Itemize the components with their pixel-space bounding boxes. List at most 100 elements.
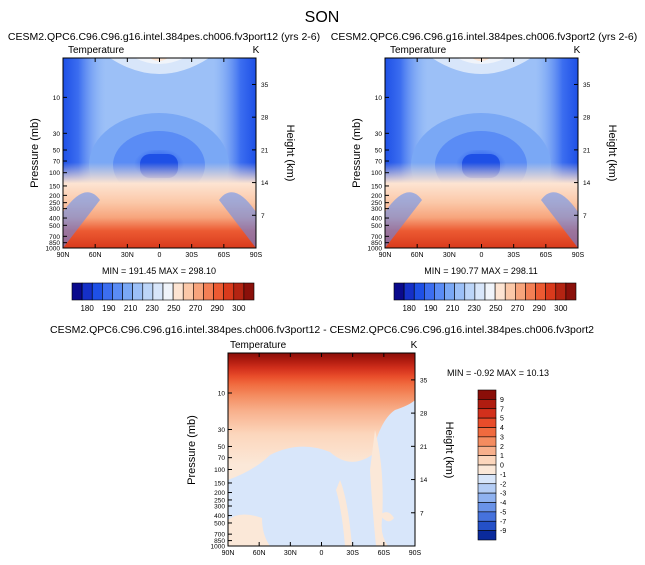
- colorbar-label: 180: [80, 304, 94, 313]
- colorbar-box: [504, 282, 516, 301]
- plot-title: CESM2.QPC6.C96.C96.g16.intel.384pes.ch00…: [331, 31, 637, 43]
- colorbar-label: 1: [500, 453, 504, 460]
- p-tick-label: 1000: [368, 246, 383, 253]
- colorbar-box: [477, 417, 497, 428]
- colorbar-label: 250: [489, 304, 503, 313]
- p-tick-label: 400: [214, 513, 225, 520]
- p-tick-label: 50: [375, 148, 383, 155]
- colorbar-label: -7: [500, 519, 506, 526]
- colorbar-label: 5: [500, 416, 504, 423]
- p-tick-label: 250: [371, 200, 382, 207]
- colorbar-label: 9: [500, 397, 504, 404]
- colorbar-box: [477, 436, 497, 447]
- colorbar-label: 300: [232, 304, 246, 313]
- colorbar-box: [555, 282, 567, 301]
- colorbar-label: 210: [446, 304, 460, 313]
- min-max-label: MIN = -0.92 MAX = 10.13: [447, 368, 549, 378]
- colorbar-label: 3: [500, 434, 504, 441]
- p-tick-label: 200: [49, 193, 60, 200]
- height-tick-label: 21: [583, 147, 591, 154]
- p-tick-label: 150: [371, 183, 382, 190]
- x-tick-label: 90S: [572, 252, 585, 259]
- colorbar-box: [545, 282, 557, 301]
- colorbar-box: [477, 492, 497, 503]
- colorbar-label: -1: [500, 472, 506, 479]
- x-tick-label: 30S: [185, 252, 198, 259]
- p-tick-label: 10: [218, 391, 226, 398]
- axis-ticks: 90N 60N 30N 0 30S 60S 90S103050701001502002503…: [211, 353, 428, 557]
- height-tick-label: 7: [583, 213, 587, 220]
- plot-top-right: CESM2.QPC6.C96.C96.g16.intel.384pes.ch00…: [331, 31, 637, 313]
- p-tick-label: 10: [53, 95, 61, 102]
- colorbar: 180 190 210 230 250 270 290 300: [71, 282, 255, 313]
- p-tick-label: 70: [218, 455, 226, 462]
- axis-ticks: 90N 60N 30N 0 30S 60S 90S103050701001502002503…: [46, 58, 269, 259]
- p-tick-label: 50: [218, 444, 226, 451]
- colorbar-label: 250: [167, 304, 181, 313]
- p-tick-label: 30: [218, 427, 226, 434]
- p-tick-label: 250: [214, 497, 225, 504]
- p-tick-label: 100: [49, 170, 60, 177]
- colorbar-box: [535, 282, 546, 301]
- x-tick-label: 90N: [379, 252, 392, 259]
- height-tick-label: 35: [583, 82, 591, 89]
- colorbar-label: 290: [532, 304, 546, 313]
- x-tick-label: 30N: [443, 252, 456, 259]
- colorbar-box: [102, 282, 113, 301]
- p-tick-label: 50: [53, 148, 61, 155]
- p-tick-label: 100: [214, 467, 225, 474]
- colorbar-label: -2: [500, 481, 506, 488]
- ylabel: Pressure (mb): [186, 415, 198, 485]
- p-tick-label: 850: [214, 538, 225, 545]
- p-tick-label: 400: [371, 216, 382, 223]
- p-tick-label: 150: [214, 480, 225, 487]
- colorbar-box: [223, 282, 235, 301]
- colorbar-box: [71, 282, 83, 301]
- page-title: SON: [305, 9, 340, 26]
- colorbar-box: [132, 282, 144, 301]
- colorbar-label: -9: [500, 528, 506, 535]
- colorbar-label: 0: [500, 463, 504, 470]
- colorbar-box: [477, 464, 497, 475]
- ylabel-right: Height (km): [443, 422, 455, 479]
- variable-label: Temperature: [230, 340, 287, 351]
- colorbar-box: [565, 282, 577, 301]
- colorbar-label: 2: [500, 444, 504, 451]
- x-tick-label: 30S: [346, 550, 359, 557]
- colorbar-label: 7: [500, 406, 504, 413]
- colorbar-box: [152, 282, 164, 301]
- p-tick-label: 700: [214, 532, 225, 539]
- colorbar-label: 4: [500, 425, 504, 432]
- colorbar-label: 190: [102, 304, 116, 313]
- colorbar-label: -4: [500, 500, 506, 507]
- p-tick-label: 700: [49, 234, 60, 241]
- contour-field: [385, 58, 578, 248]
- p-tick-label: 700: [371, 234, 382, 241]
- x-tick-label: 60S: [540, 252, 553, 259]
- min-max-label: MIN = 190.77 MAX = 298.11: [424, 266, 537, 276]
- p-tick-label: 300: [49, 206, 60, 213]
- x-tick-label: 90N: [222, 550, 235, 557]
- colorbar-box: [162, 282, 174, 301]
- x-tick-label: 0: [320, 550, 324, 557]
- p-tick-label: 250: [49, 200, 60, 207]
- ylabel-right: Height (km): [284, 125, 296, 182]
- colorbar-box: [477, 427, 497, 438]
- colorbar-label: 190: [424, 304, 438, 313]
- min-max-label: MIN = 191.45 MAX = 298.10: [102, 266, 216, 276]
- p-tick-label: 400: [49, 216, 60, 223]
- height-tick-label: 7: [261, 213, 265, 220]
- colorbar-box: [477, 502, 497, 513]
- x-tick-label: 90S: [409, 550, 422, 557]
- p-tick-label: 10: [375, 95, 383, 102]
- height-tick-label: 14: [261, 180, 269, 187]
- colorbar-box: [477, 520, 497, 531]
- colorbar-box: [464, 282, 476, 301]
- p-tick-label: 200: [214, 490, 225, 497]
- height-tick-label: 28: [420, 411, 428, 418]
- colorbar-label: 270: [189, 304, 203, 313]
- axis-ticks: 90N 60N 30N 0 30S 60S 90S103050701001502002503…: [368, 58, 591, 259]
- x-tick-label: 60N: [411, 252, 424, 259]
- height-tick-label: 7: [420, 510, 424, 517]
- ylabel: Pressure (mb): [351, 118, 363, 188]
